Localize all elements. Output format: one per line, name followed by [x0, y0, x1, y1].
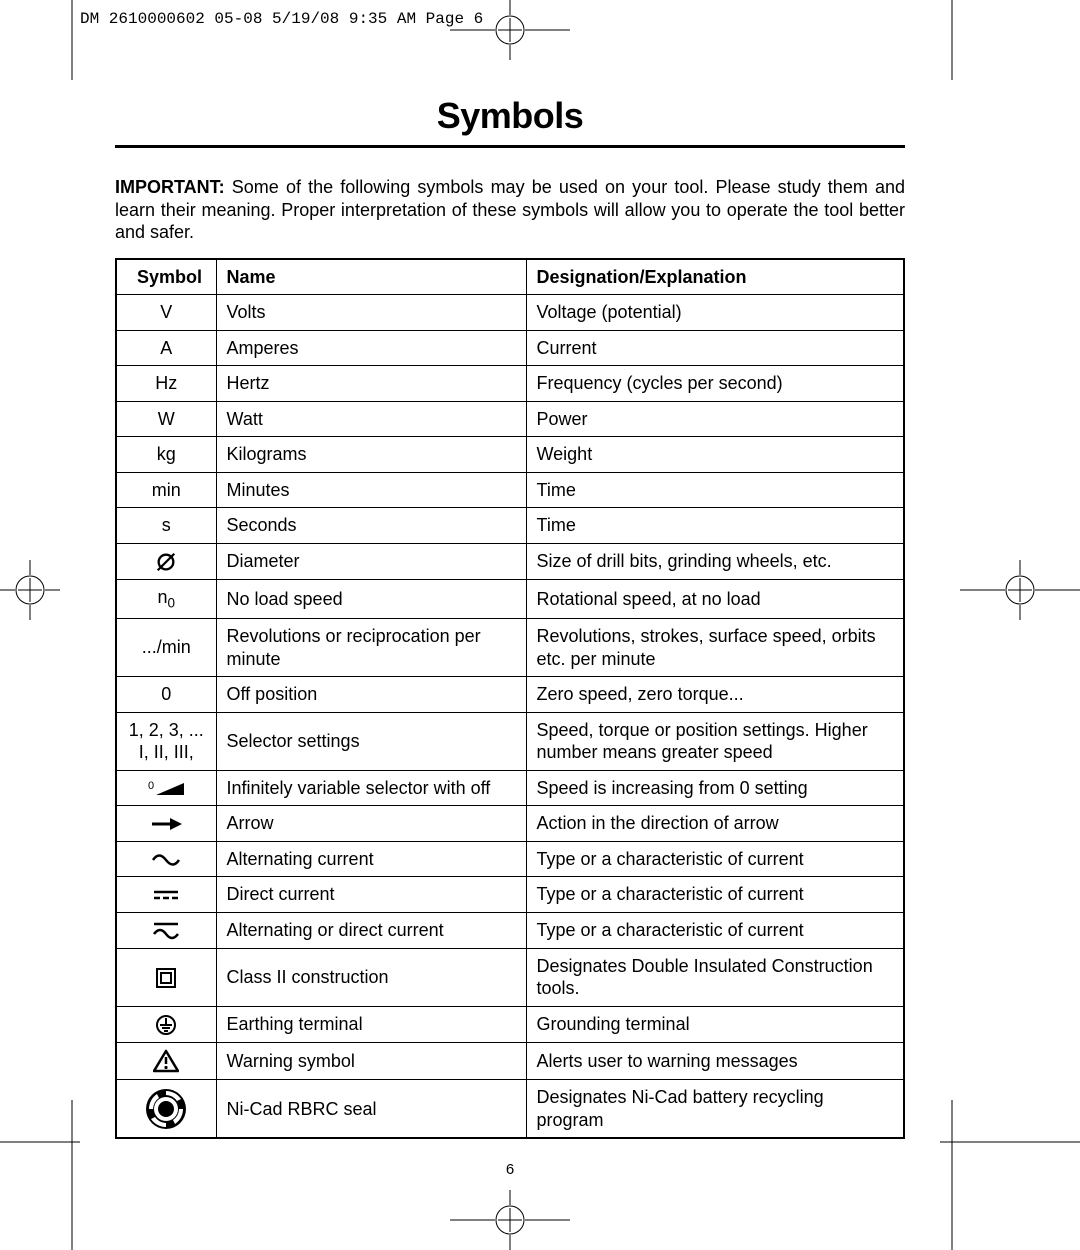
name-cell: Kilograms: [216, 437, 526, 473]
diameter-icon: [116, 543, 216, 579]
designation-cell: Designates Double Insulated Construction…: [526, 948, 904, 1006]
table-row: VVoltsVoltage (potential): [116, 295, 904, 331]
symbol-cell: 0: [116, 677, 216, 713]
symbol-cell: W: [116, 401, 216, 437]
name-cell: Alternating or direct current: [216, 912, 526, 948]
designation-cell: Action in the direction of arrow: [526, 806, 904, 842]
name-cell: Volts: [216, 295, 526, 331]
designation-cell: Time: [526, 472, 904, 508]
name-cell: Diameter: [216, 543, 526, 579]
designation-cell: Rotational speed, at no load: [526, 579, 904, 618]
symbol-cell: 1, 2, 3, ...I, II, III,: [116, 712, 216, 770]
designation-cell: Voltage (potential): [526, 295, 904, 331]
table-row: Ni-Cad RBRC sealDesignates Ni-Cad batter…: [116, 1080, 904, 1139]
arrow-icon: [116, 806, 216, 842]
table-row: kgKilogramsWeight: [116, 437, 904, 473]
dc-icon: [116, 877, 216, 913]
warning-icon: [116, 1043, 216, 1080]
designation-cell: Revolutions, strokes, surface speed, orb…: [526, 619, 904, 677]
name-cell: Minutes: [216, 472, 526, 508]
rbrc-icon: [116, 1080, 216, 1139]
table-row: sSecondsTime: [116, 508, 904, 544]
table-row: 1, 2, 3, ...I, II, III,Selector settings…: [116, 712, 904, 770]
designation-cell: Type or a characteristic of current: [526, 912, 904, 948]
designation-cell: Zero speed, zero torque...: [526, 677, 904, 713]
symbol-cell: min: [116, 472, 216, 508]
table-row: Earthing terminalGrounding terminal: [116, 1006, 904, 1042]
page-number: 6: [115, 1161, 905, 1178]
name-cell: Alternating current: [216, 841, 526, 877]
name-cell: Warning symbol: [216, 1043, 526, 1080]
page-content: Symbols IMPORTANT: Some of the following…: [115, 95, 905, 1178]
symbol-cell: s: [116, 508, 216, 544]
svg-text:0: 0: [148, 780, 154, 792]
name-cell: Earthing terminal: [216, 1006, 526, 1042]
name-cell: No load speed: [216, 579, 526, 618]
name-cell: Watt: [216, 401, 526, 437]
symbol-cell: kg: [116, 437, 216, 473]
name-cell: Arrow: [216, 806, 526, 842]
symbol-cell: A: [116, 330, 216, 366]
name-cell: Seconds: [216, 508, 526, 544]
table-row: 0Off positionZero speed, zero torque...: [116, 677, 904, 713]
table-row: Warning symbolAlerts user to warning mes…: [116, 1043, 904, 1080]
designation-cell: Time: [526, 508, 904, 544]
symbol-cell: n0: [116, 579, 216, 618]
symbol-cell: Hz: [116, 366, 216, 402]
class2-icon: [116, 948, 216, 1006]
table-row: Direct currentType or a characteristic o…: [116, 877, 904, 913]
intro-paragraph: IMPORTANT: Some of the following symbols…: [115, 176, 905, 244]
table-row: n0No load speedRotational speed, at no l…: [116, 579, 904, 618]
ac-icon: [116, 841, 216, 877]
designation-cell: Grounding terminal: [526, 1006, 904, 1042]
designation-cell: Power: [526, 401, 904, 437]
table-row: Class II constructionDesignates Double I…: [116, 948, 904, 1006]
designation-cell: Alerts user to warning messages: [526, 1043, 904, 1080]
intro-label: IMPORTANT:: [115, 177, 225, 197]
designation-cell: Speed, torque or position settings. High…: [526, 712, 904, 770]
symbol-cell: V: [116, 295, 216, 331]
table-row: WWattPower: [116, 401, 904, 437]
designation-cell: Type or a characteristic of current: [526, 841, 904, 877]
table-row: 0 Infinitely variable selector with offSp…: [116, 770, 904, 806]
table-row: AAmperesCurrent: [116, 330, 904, 366]
col-designation: Designation/Explanation: [526, 259, 904, 295]
table-row: Alternating or direct currentType or a c…: [116, 912, 904, 948]
designation-cell: Current: [526, 330, 904, 366]
print-header: DM 2610000602 05-08 5/19/08 9:35 AM Page…: [80, 10, 483, 28]
designation-cell: Weight: [526, 437, 904, 473]
intro-text: Some of the following symbols may be use…: [115, 177, 905, 242]
designation-cell: Designates Ni-Cad battery recycling prog…: [526, 1080, 904, 1139]
table-row: minMinutesTime: [116, 472, 904, 508]
table-row: DiameterSize of drill bits, grinding whe…: [116, 543, 904, 579]
earth-icon: [116, 1006, 216, 1042]
designation-cell: Type or a characteristic of current: [526, 877, 904, 913]
name-cell: Off position: [216, 677, 526, 713]
name-cell: Hertz: [216, 366, 526, 402]
table-row: HzHertzFrequency (cycles per second): [116, 366, 904, 402]
designation-cell: Frequency (cycles per second): [526, 366, 904, 402]
table-row: ArrowAction in the direction of arrow: [116, 806, 904, 842]
symbols-table: Symbol Name Designation/Explanation VVol…: [115, 258, 905, 1140]
name-cell: Selector settings: [216, 712, 526, 770]
name-cell: Revolutions or reciprocation per minute: [216, 619, 526, 677]
table-row: .../minRevolutions or reciprocation per …: [116, 619, 904, 677]
symbol-cell: .../min: [116, 619, 216, 677]
name-cell: Amperes: [216, 330, 526, 366]
designation-cell: Size of drill bits, grinding wheels, etc…: [526, 543, 904, 579]
name-cell: Direct current: [216, 877, 526, 913]
col-symbol: Symbol: [116, 259, 216, 295]
name-cell: Ni-Cad RBRC seal: [216, 1080, 526, 1139]
page-title: Symbols: [115, 95, 905, 148]
name-cell: Infinitely variable selector with off: [216, 770, 526, 806]
table-header-row: Symbol Name Designation/Explanation: [116, 259, 904, 295]
designation-cell: Speed is increasing from 0 setting: [526, 770, 904, 806]
table-row: Alternating currentType or a characteris…: [116, 841, 904, 877]
name-cell: Class II construction: [216, 948, 526, 1006]
variable-icon: 0: [116, 770, 216, 806]
acdc-icon: [116, 912, 216, 948]
col-name: Name: [216, 259, 526, 295]
